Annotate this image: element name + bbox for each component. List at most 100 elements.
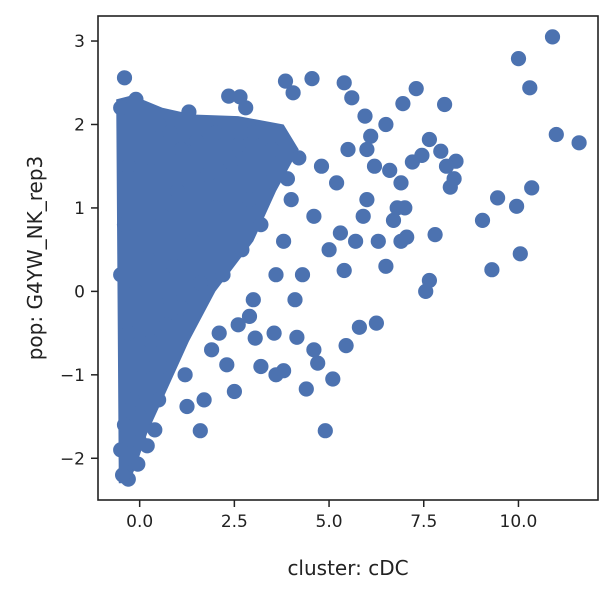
data-point (116, 417, 133, 433)
data-point (113, 100, 129, 116)
x-tick-label: 2.5 (221, 512, 248, 532)
data-point (124, 392, 140, 408)
data-point (215, 267, 231, 283)
data-point (359, 141, 375, 158)
data-point (382, 162, 398, 178)
data-point (147, 422, 163, 438)
data-point (357, 108, 373, 124)
data-point (151, 392, 167, 408)
data-point (285, 85, 301, 101)
data-point (287, 292, 303, 308)
data-point (277, 73, 294, 89)
data-point (166, 258, 182, 274)
data-point (427, 227, 443, 243)
data-point (247, 330, 263, 346)
data-point (241, 308, 258, 324)
data-point (211, 325, 227, 341)
data-point (188, 133, 205, 149)
data-point (351, 319, 367, 335)
dense-point-cluster (116, 95, 299, 484)
data-point (143, 333, 159, 349)
x-tick-label: 10.0 (500, 512, 538, 532)
data-point (200, 167, 216, 183)
data-point (169, 183, 186, 199)
data-point (128, 91, 144, 107)
data-point (433, 143, 449, 159)
data-point (421, 131, 437, 148)
data-point (306, 342, 322, 358)
data-point (162, 125, 178, 141)
data-point (340, 141, 356, 158)
data-point (359, 192, 375, 208)
data-point (438, 158, 455, 174)
data-point (192, 275, 208, 291)
data-point (154, 208, 170, 224)
data-point (321, 242, 337, 258)
data-point (329, 175, 345, 191)
data-point (522, 80, 538, 96)
data-point (118, 450, 134, 466)
data-point (304, 71, 320, 87)
data-point (226, 383, 242, 400)
data-point (139, 250, 155, 266)
data-point (204, 342, 220, 358)
data-point (230, 317, 246, 333)
data-point (348, 233, 364, 249)
data-point (512, 246, 528, 262)
x-tick-label: 0.0 (126, 512, 153, 532)
data-point (266, 325, 282, 341)
data-point (151, 116, 167, 133)
data-point (283, 192, 299, 208)
data-point (158, 317, 174, 333)
plot-area (97, 15, 599, 501)
data-point (474, 212, 491, 228)
data-point (510, 51, 527, 67)
y-tick-label: −1 (60, 366, 85, 386)
data-point (395, 96, 411, 112)
y-tick-label: 2 (74, 115, 85, 135)
data-point (484, 262, 500, 278)
data-point (143, 150, 159, 166)
data-point (393, 175, 409, 191)
data-point (332, 225, 348, 241)
data-point (291, 150, 307, 166)
data-point (289, 329, 305, 345)
data-point (253, 217, 269, 233)
data-point (404, 154, 420, 170)
data-point (115, 467, 131, 483)
data-point (128, 283, 144, 299)
data-point (317, 423, 333, 439)
data-point (219, 357, 235, 373)
data-point (162, 292, 178, 308)
x-axis: 0.0 2.5 5.0 7.5 10.0 (126, 500, 537, 532)
data-point (571, 135, 587, 151)
data-point (135, 358, 152, 375)
y-axis-label: pop: G4YW_NK_rep3 (23, 156, 47, 361)
data-point (223, 154, 239, 170)
data-point (313, 158, 330, 174)
data-point (245, 292, 261, 308)
data-point (113, 267, 129, 283)
data-point (524, 180, 540, 196)
data-point (336, 75, 352, 91)
data-point (120, 325, 136, 341)
data-point (408, 81, 424, 97)
data-point (544, 29, 561, 45)
data-point (279, 171, 295, 187)
y-axis: −2 −1 0 1 2 3 (60, 32, 98, 469)
data-point (344, 90, 360, 106)
data-point (385, 212, 402, 228)
data-point (368, 315, 384, 331)
data-point (490, 190, 506, 206)
data-point (185, 233, 201, 249)
data-point (264, 141, 280, 158)
data-point (230, 137, 246, 153)
data-point (276, 233, 292, 249)
y-tick-label: 3 (74, 32, 85, 52)
data-point (437, 96, 453, 113)
data-point (442, 179, 458, 195)
data-point (177, 367, 193, 383)
data-point (370, 233, 386, 249)
data-point (120, 158, 136, 174)
